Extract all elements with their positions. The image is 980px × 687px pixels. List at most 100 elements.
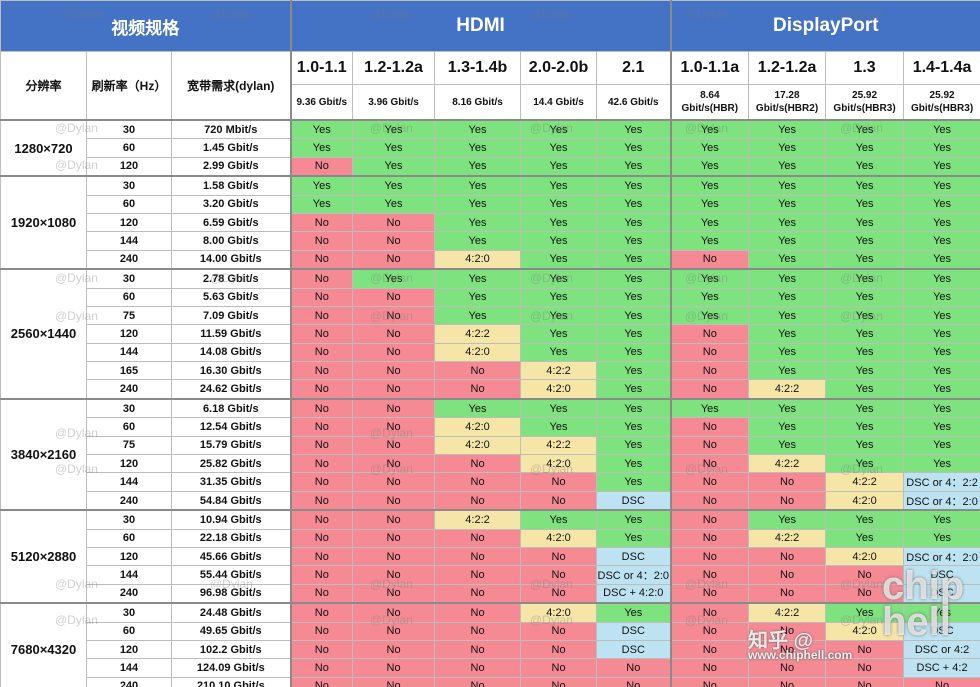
support-cell: Yes xyxy=(289,138,354,158)
support-cell: No xyxy=(289,379,354,400)
support-cell: Yes xyxy=(825,361,905,381)
support-cell: Yes xyxy=(748,119,827,140)
support-cell: Yes xyxy=(825,287,905,307)
support-cell: No xyxy=(289,565,354,585)
refresh-cell: 120 xyxy=(86,639,172,660)
support-cell: No xyxy=(669,658,750,678)
support-cell: No xyxy=(825,639,905,660)
support-cell: DSC xyxy=(903,565,980,585)
support-cell: Yes xyxy=(903,435,980,456)
support-cell: Yes xyxy=(434,287,522,307)
table-row: 240 54.84 Gbit/s No No No No DSC No No 4:2:0 DSC o… xyxy=(1,490,980,511)
support-cell: No xyxy=(352,639,436,660)
support-cell: No xyxy=(352,490,436,511)
support-cell: Yes xyxy=(596,249,672,270)
support-cell: No xyxy=(352,212,436,233)
refresh-cell: 60 xyxy=(86,287,172,307)
support-cell: 4:2:2 xyxy=(520,435,598,456)
table-row: 240 24.62 Gbit/s No No No 4:2:0 Yes No 4:2:2 Yes Y… xyxy=(1,379,980,400)
support-cell: Yes xyxy=(825,435,905,456)
support-cell: Yes xyxy=(669,287,750,307)
support-cell: Yes xyxy=(669,138,750,158)
support-cell: No xyxy=(352,528,436,548)
support-cell: No xyxy=(520,490,598,511)
support-cell: No xyxy=(748,676,827,687)
bandwidth-cell: 10.94 Gbit/s xyxy=(170,509,292,530)
support-cell: Yes xyxy=(825,602,905,623)
support-cell: Yes xyxy=(669,119,750,140)
support-cell: Yes xyxy=(520,156,598,177)
support-cell: No xyxy=(434,658,522,678)
support-cell: Yes xyxy=(289,194,354,214)
refresh-cell: 30 xyxy=(86,602,172,623)
support-cell: DSC xyxy=(596,490,672,511)
support-cell: Yes xyxy=(825,156,905,177)
support-cell: Yes xyxy=(903,379,980,400)
support-cell: Yes xyxy=(352,138,436,158)
support-cell: Yes xyxy=(825,194,905,214)
support-cell: No xyxy=(289,528,354,548)
support-cell: No xyxy=(289,435,354,456)
bandwidth-cell: 96.98 Gbit/s xyxy=(170,583,292,604)
support-cell: Yes xyxy=(903,397,980,419)
support-cell: Yes xyxy=(748,194,827,214)
bandwidth-cell: 55.44 Gbit/s xyxy=(170,565,292,585)
support-cell: No xyxy=(748,565,827,585)
bandwidth-cell: 2.99 Gbit/s xyxy=(170,156,292,177)
support-cell: No xyxy=(352,546,436,567)
support-cell: Yes xyxy=(748,212,827,233)
bandwidth-cell: 12.54 Gbit/s xyxy=(170,417,292,437)
support-cell: Yes xyxy=(825,249,905,270)
table-row: 60 22.18 Gbit/s No No No 4:2:0 Yes No 4:2:2 Yes Ye… xyxy=(1,528,980,548)
support-cell: No xyxy=(352,565,436,585)
support-cell: Yes xyxy=(352,119,436,140)
support-cell: 4:2:2 xyxy=(748,454,827,474)
support-cell: No xyxy=(352,324,436,344)
support-cell: Yes xyxy=(825,212,905,233)
table-row: 120 45.66 Gbit/s No No No No DSC No No 4:2:0 DSC o… xyxy=(1,546,980,567)
version-bandwidth: 14.4 Gbit/s xyxy=(520,84,598,121)
refresh-cell: 75 xyxy=(86,305,172,326)
support-cell: Yes xyxy=(903,528,980,548)
support-cell: Yes xyxy=(669,268,750,289)
refresh-cell: 60 xyxy=(86,417,172,437)
support-cell: Yes xyxy=(669,305,750,326)
table-row: 60 5.63 Gbit/s No No Yes Yes Yes Yes Yes Yes Yes xyxy=(1,287,980,307)
version-header: 1.2-1.2a xyxy=(352,51,436,85)
bandwidth-cell: 6.59 Gbit/s xyxy=(170,212,292,233)
support-cell: Yes xyxy=(596,602,672,623)
support-cell: Yes xyxy=(669,156,750,177)
support-cell: Yes xyxy=(825,509,905,530)
table-row: 144 8.00 Gbit/s No No Yes Yes Yes Yes Yes Yes Yes xyxy=(1,231,980,251)
support-cell: No xyxy=(669,565,750,585)
support-cell: 4:2:0 xyxy=(520,454,598,474)
support-cell: Yes xyxy=(520,305,598,326)
support-cell: DSC or 4：2:0 xyxy=(903,546,980,567)
bandwidth-cell: 16.30 Gbit/s xyxy=(170,361,292,381)
bandwidth-cell: 7.09 Gbit/s xyxy=(170,305,292,326)
bandwidth-cell: 3.20 Gbit/s xyxy=(170,194,292,214)
support-cell: Yes xyxy=(434,156,522,177)
refresh-cell: 120 xyxy=(86,212,172,233)
version-bandwidth: 8.16 Gbit/s xyxy=(434,84,522,121)
support-cell: Yes xyxy=(748,175,827,196)
support-cell: Yes xyxy=(903,268,980,289)
support-cell: 4:2:0 xyxy=(434,249,522,270)
table-row: 144 31.35 Gbit/s No No No No Yes No No 4:2:2 DSC o… xyxy=(1,472,980,492)
support-cell: Yes xyxy=(903,602,980,623)
support-cell: DSC xyxy=(596,621,672,641)
version-header: 1.3-1.4b xyxy=(434,51,522,85)
bandwidth-cell: 5.63 Gbit/s xyxy=(170,287,292,307)
support-cell: Yes xyxy=(748,361,827,381)
support-cell: Yes xyxy=(596,231,672,251)
refresh-cell: 30 xyxy=(86,175,172,196)
support-cell: No xyxy=(352,583,436,604)
table-row: 120 11.59 Gbit/s No No 4:2:2 Yes Yes No Yes Yes Ye… xyxy=(1,324,980,344)
support-cell: DSC xyxy=(903,583,980,604)
support-cell: 4:2:0 xyxy=(520,602,598,623)
support-cell: No xyxy=(903,676,980,687)
support-cell: Yes xyxy=(520,324,598,344)
support-cell: Yes xyxy=(596,472,672,492)
support-cell: DSC or 4：2:0 xyxy=(596,565,672,585)
